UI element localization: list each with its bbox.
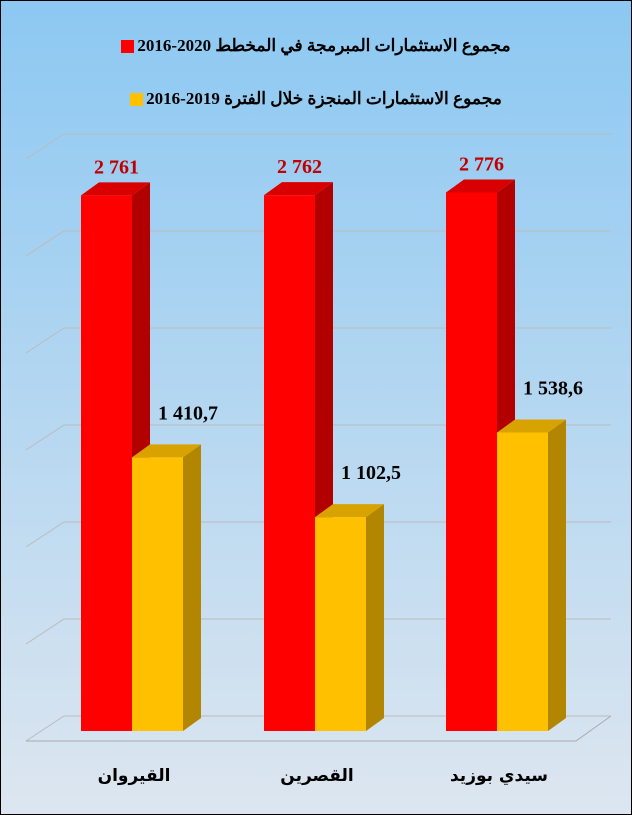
bar [132,444,201,731]
bar-face [315,504,384,518]
data-label: 2 762 [277,156,322,178]
bar-face [446,179,515,193]
legend-label: مجموع الاستثمارات المبرمجة في المخطط 202… [137,36,511,55]
bar-face [183,444,201,731]
bar-face [548,419,566,731]
bar-face [366,504,384,731]
bar-face [132,444,201,458]
legend-label: مجموع الاستثمارات المنجزة خلال الفترة 20… [146,89,502,108]
bar-face [497,432,548,731]
data-label: 1 102,5 [341,462,401,484]
x-tick-label: القيروان [98,766,171,786]
bar-face [315,517,366,731]
bar [497,419,566,731]
grid-line [25,327,611,354]
data-label: 1 410,7 [158,402,218,424]
floor [26,715,612,742]
bar-face [81,182,150,196]
bar-face [81,195,132,732]
legend-swatch [130,92,144,106]
bar-face [264,195,315,731]
data-label: 2 776 [459,153,504,175]
grid-line [25,618,611,645]
grid-line [25,133,611,160]
x-tick-label: سيدي بوزيد [450,766,548,786]
grid-line [25,715,611,742]
bar-face [132,457,183,731]
bar [315,504,384,731]
data-label: 2 761 [94,156,139,178]
legend-item: مجموع الاستثمارات المبرمجة في المخطط 202… [1,36,631,56]
bar-face [264,182,333,196]
grid-line [25,424,611,451]
data-label: 1 538,6 [523,378,583,400]
bar [81,182,150,732]
grid-line [25,521,611,548]
x-tick-label: القصرين [280,766,353,786]
legend-item: مجموع الاستثمارات المنجزة خلال الفترة 20… [1,89,631,109]
bar-face [497,419,566,433]
legend-swatch [121,39,135,53]
grid-line [25,230,611,257]
bar-face [446,192,497,731]
